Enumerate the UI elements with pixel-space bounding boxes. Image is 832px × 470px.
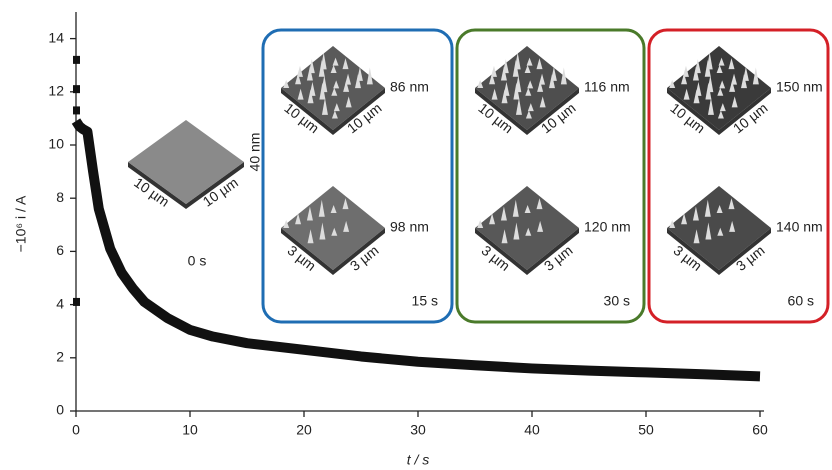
y-tick-label: 12	[48, 83, 64, 99]
x-tick-label: 30	[410, 422, 426, 438]
spike-point	[73, 56, 80, 64]
y-tick-label: 10	[48, 136, 64, 152]
x-tick-label: 40	[524, 422, 540, 438]
inset-time: 15 s	[412, 293, 438, 309]
afm-height: 86 nm	[390, 79, 429, 95]
y-tick-label: 8	[56, 189, 64, 205]
x-tick-label: 0	[72, 422, 80, 438]
spike-point	[73, 106, 80, 114]
afm-height: 120 nm	[584, 219, 631, 235]
y-tick-label: 2	[56, 349, 64, 365]
afm-height: 150 nm	[776, 79, 823, 95]
x-tick-label: 20	[296, 422, 312, 438]
spike-point	[73, 85, 80, 93]
y-tick-label: 0	[56, 402, 64, 418]
afm-height: 140 nm	[776, 219, 823, 235]
inset: 0 s40 nm10 µm10 µm	[128, 120, 263, 269]
afm-height: 98 nm	[390, 219, 429, 235]
inset-time: 30 s	[604, 293, 630, 309]
y-tick-label: 6	[56, 242, 64, 258]
y-axis-label: −10⁶ i / A	[13, 195, 29, 252]
spike-point	[73, 298, 80, 306]
x-axis-label: t / s	[407, 452, 430, 468]
chart: t / s −10⁶ i / A 0 10 20 30 40 50 60 0 2 4 6 8 10 12 1…	[0, 0, 832, 470]
inset-time: 0 s	[188, 253, 207, 269]
inset: 60 s150 nm10 µm10 µm140 nm3 µm3 µm	[649, 30, 828, 322]
x-tick-label: 60	[752, 422, 768, 438]
inset: 15 s86 nm10 µm10 µm98 nm3 µm3 µm	[263, 30, 452, 322]
y-tick-label: 14	[48, 29, 64, 45]
x-tick-label: 50	[638, 422, 654, 438]
afm-height: 116 nm	[584, 79, 630, 95]
inset-time: 60 s	[788, 293, 814, 309]
y-tick-label: 4	[56, 295, 64, 311]
afm-height: 40 nm	[247, 133, 263, 172]
x-tick-label: 10	[182, 422, 198, 438]
